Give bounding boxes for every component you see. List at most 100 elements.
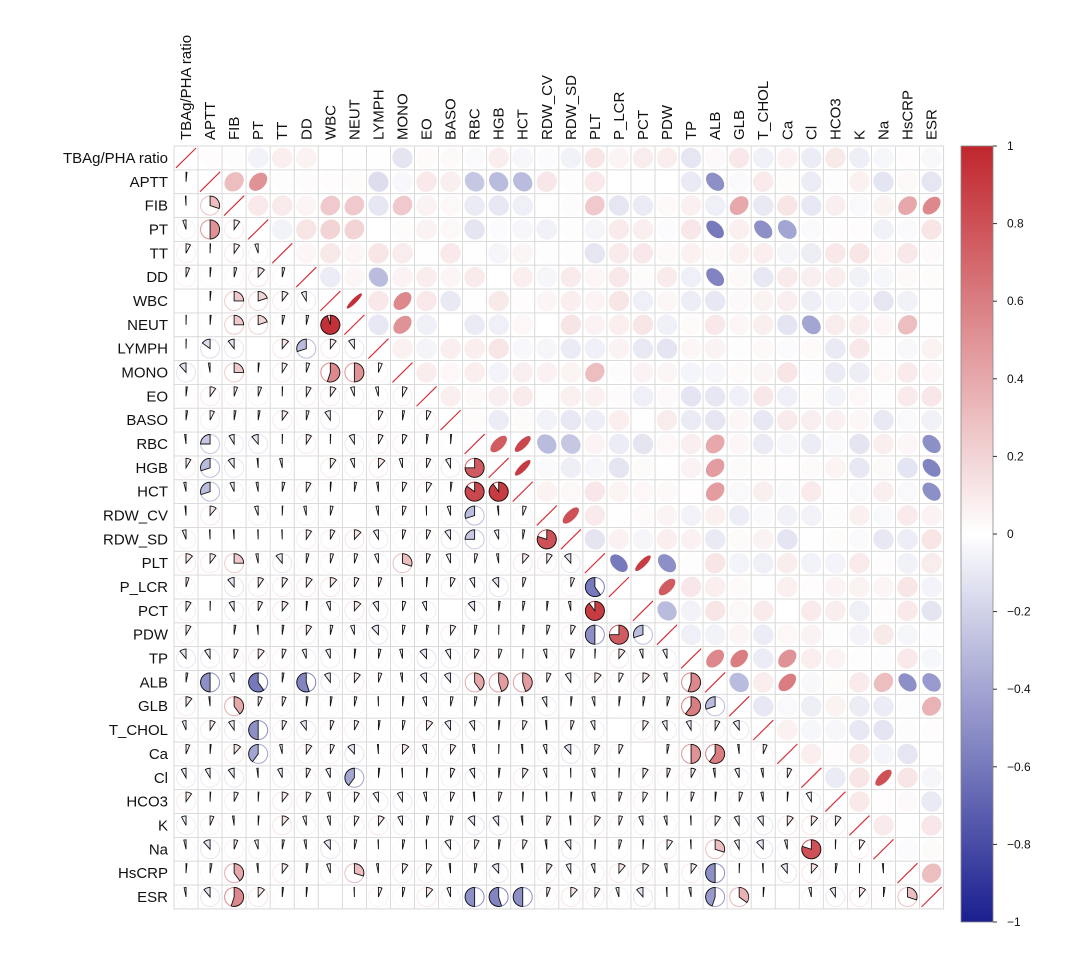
ellipse-mark	[849, 791, 870, 812]
pie-slice	[642, 767, 649, 780]
cell-esr-mono	[390, 884, 415, 910]
pie-slice	[402, 696, 405, 707]
pie-slice	[563, 553, 572, 565]
ellipse-mark	[921, 409, 942, 431]
ellipse-mark	[776, 433, 798, 455]
ellipse-mark	[680, 266, 702, 288]
cell-esr-dd	[293, 884, 319, 910]
cell-eo-neut	[341, 383, 367, 409]
pie-slice	[350, 624, 355, 635]
ellipse-mark	[825, 767, 846, 789]
ellipse-mark	[440, 362, 461, 383]
ellipse-mark	[922, 482, 941, 501]
ellipse-mark	[704, 409, 726, 431]
pie-slice	[248, 672, 265, 693]
ellipse-mark	[728, 314, 750, 336]
cell-baso-neut	[341, 407, 367, 433]
pie-slice	[209, 791, 212, 802]
pie-slice	[185, 600, 192, 613]
diagonal-line	[271, 242, 293, 264]
pie-slice	[444, 839, 452, 851]
ellipse-mark	[753, 386, 774, 407]
pie-slice	[881, 863, 884, 874]
pie-slice	[281, 672, 285, 683]
pie-slice	[305, 887, 308, 898]
pie-slice	[325, 767, 331, 778]
pie-slice	[536, 529, 557, 550]
pie-slice	[464, 457, 485, 478]
cell-wbc-fib	[221, 288, 247, 314]
ellipse-mark	[921, 242, 943, 264]
ellipse-mark	[536, 147, 558, 169]
ellipse-mark	[656, 433, 678, 455]
pie-slice	[594, 887, 601, 899]
ellipse-mark	[440, 338, 461, 359]
pie-outline	[632, 743, 653, 764]
pie-slice	[690, 767, 697, 778]
pie-slice	[422, 696, 427, 707]
ellipse-mark	[704, 624, 726, 646]
ellipse-mark	[392, 218, 413, 240]
pie-slice	[542, 743, 548, 755]
pie-slice	[732, 720, 740, 732]
pie-slice	[469, 767, 476, 780]
pie-slice	[257, 577, 265, 589]
cell-baso-lymph	[365, 407, 391, 433]
ellipse-mark	[824, 528, 846, 550]
pie-slice	[179, 648, 187, 660]
ellipse-mark	[656, 505, 678, 526]
ellipse-mark	[560, 266, 582, 288]
pie-slice	[642, 672, 650, 684]
cell-k-pdw	[654, 813, 680, 838]
pie-slice	[257, 887, 266, 899]
ellipse-mark	[464, 338, 485, 359]
pie-slice	[858, 839, 866, 851]
pie-slice	[666, 696, 671, 707]
column-label-fib: FIB	[226, 117, 243, 140]
ellipse-mark	[921, 552, 942, 574]
cell-cl-tbag-pha-ratio	[173, 765, 199, 791]
pie-slice	[200, 481, 211, 496]
pie-slice	[808, 887, 812, 898]
pie-slice	[705, 863, 716, 884]
pie-slice	[377, 410, 384, 421]
row-label-lymph: LYMPH	[117, 341, 168, 358]
pie-slice	[472, 791, 476, 802]
ellipse-mark	[488, 172, 509, 192]
pie-slice	[353, 529, 362, 541]
ellipse-mark	[872, 791, 894, 813]
cell-rdw-cv-dd	[293, 503, 319, 528]
ellipse-mark	[921, 648, 942, 669]
pie-slice	[642, 791, 649, 804]
pie-slice	[907, 887, 918, 901]
pie-slice	[233, 314, 245, 326]
pie-slice	[377, 457, 386, 470]
pie-slice	[233, 386, 239, 397]
pie-slice	[353, 815, 360, 828]
ellipse-mark	[632, 314, 654, 335]
pie-slice	[520, 863, 524, 874]
ellipse-mark	[464, 171, 485, 192]
pie-slice	[373, 553, 379, 564]
pie-slice	[257, 314, 268, 326]
cell-hco3-tp	[678, 789, 704, 814]
pie-slice	[426, 553, 431, 564]
cell-k-aptt	[197, 813, 223, 838]
pie-slice	[296, 338, 307, 353]
pie-slice	[233, 553, 245, 564]
ellipse-mark	[921, 171, 942, 192]
pie-slice	[208, 696, 211, 707]
pie-slice	[377, 362, 383, 373]
pie-slice	[233, 267, 238, 278]
cell-esr-hgb	[486, 884, 512, 910]
pie-slice	[209, 720, 216, 732]
pie-slice	[185, 577, 190, 588]
pie-slice	[257, 267, 266, 279]
pie-slice	[248, 743, 259, 763]
pie-slice	[209, 505, 217, 517]
pie-slice	[708, 743, 726, 764]
ellipse-mark	[873, 719, 894, 741]
column-label-mono: MONO	[394, 93, 411, 140]
pie-slice	[618, 815, 624, 826]
ellipse-mark	[728, 624, 750, 646]
